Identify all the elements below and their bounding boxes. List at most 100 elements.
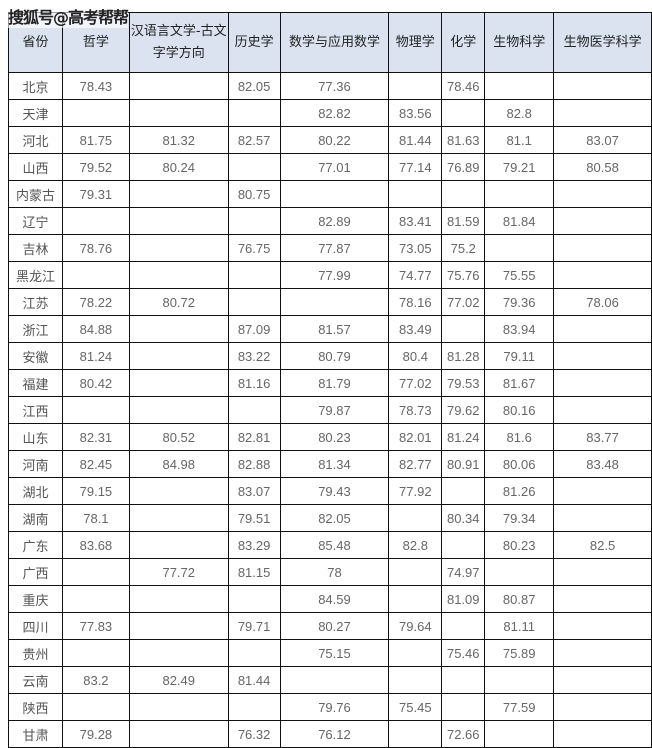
score-cell: 79.53: [441, 369, 486, 397]
province-cell: 辽宁: [8, 207, 63, 235]
table-row: 云南 83.2 82.49 81.44: [8, 666, 652, 694]
score-cell: 77.92: [388, 477, 443, 505]
province-cell: 内蒙古: [8, 180, 63, 208]
score-cell: [128, 531, 229, 559]
score-cell: 81.44: [227, 666, 281, 694]
score-cell: [61, 639, 130, 667]
score-cell: [484, 234, 555, 262]
score-cell: [128, 477, 229, 505]
score-cell: 77.59: [484, 693, 555, 721]
score-cell: 79.11: [484, 342, 555, 370]
table-row: 重庆 84.59 81.09 80.87: [8, 585, 652, 613]
province-cell: 重庆: [8, 585, 63, 613]
score-cell: 83.68: [61, 531, 130, 559]
score-cell: 80.91: [441, 450, 486, 478]
score-cell: 83.07: [227, 477, 281, 505]
score-cell: 83.56: [388, 99, 443, 127]
score-cell: [279, 288, 390, 316]
province-cell: 湖北: [8, 477, 63, 505]
column-header: 汉语言文学-古文字学方向: [128, 12, 229, 73]
score-cell: 81.84: [484, 207, 555, 235]
score-cell: 75.55: [484, 261, 555, 289]
score-cell: [553, 342, 652, 370]
column-header: 历史学: [227, 12, 281, 73]
score-cell: [388, 72, 443, 100]
table-row: 甘肃 79.28 76.32 76.12 72.66: [8, 720, 652, 748]
score-cell: 77.01: [279, 153, 390, 181]
score-cell: [441, 666, 486, 694]
score-cell: 75.15: [279, 639, 390, 667]
score-cell: [279, 180, 390, 208]
score-cell: 77.02: [388, 369, 443, 397]
province-cell: 湖南: [8, 504, 63, 532]
score-cell: 84.88: [61, 315, 130, 343]
score-cell: 78.06: [553, 288, 652, 316]
score-cell: 72.66: [441, 720, 486, 748]
score-cell: 82.5: [553, 531, 652, 559]
score-cell: 81.34: [279, 450, 390, 478]
score-cell: [128, 396, 229, 424]
score-cell: 78.46: [441, 72, 486, 100]
score-cell: [484, 720, 555, 748]
score-cell: [128, 180, 229, 208]
score-cell: 74.77: [388, 261, 443, 289]
score-cell: [553, 234, 652, 262]
score-cell: [128, 369, 229, 397]
score-cell: 83.29: [227, 531, 281, 559]
score-cell: 78.16: [388, 288, 443, 316]
score-cell: 80.27: [279, 612, 390, 640]
province-cell: 河北: [8, 126, 63, 154]
table-row: 辽宁 82.89 83.41 81.59 81.84: [8, 207, 652, 235]
score-cell: 80.87: [484, 585, 555, 613]
score-cell: 78.76: [61, 234, 130, 262]
score-cell: 81.63: [441, 126, 486, 154]
score-cell: 79.52: [61, 153, 130, 181]
score-cell: 83.94: [484, 315, 555, 343]
table-row: 广西 77.72 81.15 78 74.97: [8, 558, 652, 586]
score-cell: 80.58: [553, 153, 652, 181]
score-cell: 75.89: [484, 639, 555, 667]
table-body: 北京 78.43 82.05 77.36 78.46 天津 82.82 83.56 82.8 河北…: [8, 72, 652, 748]
score-cell: [61, 693, 130, 721]
score-cell: 77.02: [441, 288, 486, 316]
score-cell: 80.52: [128, 423, 229, 451]
score-cell: [227, 288, 281, 316]
score-cell: 77.83: [61, 612, 130, 640]
table-row: 吉林 78.76 76.75 77.87 73.05 75.2: [8, 234, 652, 262]
score-cell: 81.67: [484, 369, 555, 397]
score-cell: 82.05: [227, 72, 281, 100]
score-cell: 82.45: [61, 450, 130, 478]
score-cell: 80.4: [388, 342, 443, 370]
score-cell: 84.98: [128, 450, 229, 478]
score-cell: [128, 234, 229, 262]
score-cell: 79.15: [61, 477, 130, 505]
score-cell: [227, 639, 281, 667]
score-cell: 82.81: [227, 423, 281, 451]
score-cell: [227, 585, 281, 613]
score-cell: 81.57: [279, 315, 390, 343]
score-cell: 83.2: [61, 666, 130, 694]
score-cell: 83.77: [553, 423, 652, 451]
score-cell: [553, 639, 652, 667]
score-cell: 84.59: [279, 585, 390, 613]
score-cell: [553, 720, 652, 748]
score-cell: [227, 396, 281, 424]
score-cell: 78.43: [61, 72, 130, 100]
score-cell: [441, 315, 486, 343]
province-cell: 北京: [8, 72, 63, 100]
column-header: 化学: [441, 12, 486, 73]
score-cell: 81.26: [484, 477, 555, 505]
score-cell: [61, 396, 130, 424]
score-cell: [553, 369, 652, 397]
table-row: 广东 83.68 83.29 85.48 82.8 80.23 82.5: [8, 531, 652, 559]
province-cell: 贵州: [8, 639, 63, 667]
score-cell: 80.22: [279, 126, 390, 154]
score-cell: 73.05: [388, 234, 443, 262]
score-cell: [553, 72, 652, 100]
score-cell: 85.48: [279, 531, 390, 559]
table-row: 陕西 79.76 75.45 77.59: [8, 693, 652, 721]
province-cell: 甘肃: [8, 720, 63, 748]
score-cell: [441, 531, 486, 559]
score-cell: 80.75: [227, 180, 281, 208]
province-cell: 江苏: [8, 288, 63, 316]
